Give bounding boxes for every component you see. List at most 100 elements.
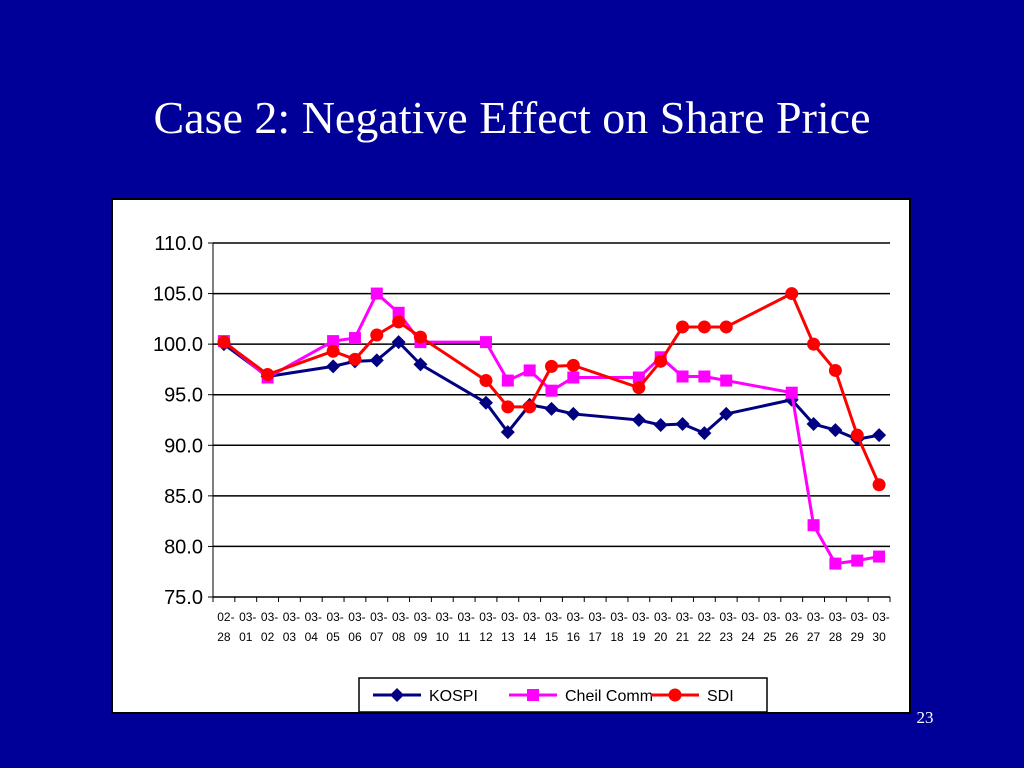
data-point [873,550,886,563]
data-point [785,287,799,301]
x-tick-label: 03-07 [370,610,387,644]
data-point [370,287,383,300]
slide-title: Case 2: Negative Effect on Share Price [153,92,871,143]
data-point [719,320,733,334]
legend: KOSPI Cheil Comm SDI [358,677,768,713]
x-tick-label: 03-11 [457,610,474,644]
series-line [223,340,880,441]
x-tick-label: 03-20 [654,610,671,644]
data-point [566,406,581,421]
data-point [348,352,362,366]
x-tick-label: 03-26 [785,610,802,644]
data-point [500,425,515,440]
data-point [544,401,559,416]
data-point [676,370,689,383]
page-number: 23 [916,708,934,727]
x-tick-label: 03-30 [872,610,889,644]
series-sdi [217,287,886,492]
data-point [828,363,842,377]
data-point [719,406,734,421]
data-point [785,386,798,399]
line-chart: 110.0 105.0 100.0 95.0 90.0 85.0 80.0 75.0 02-2… [111,198,911,714]
data-point [217,335,231,349]
data-point [261,367,275,381]
legend-label: SDI [707,688,734,705]
data-point [501,400,515,414]
x-tick-label: 03-06 [348,610,365,644]
x-tick-label: 03-13 [501,610,518,644]
series-line [222,292,880,566]
data-point [632,371,645,384]
legend-marker [527,689,539,701]
data-point [392,315,406,329]
data-point [806,417,821,432]
data-point [479,336,492,349]
data-point [391,335,406,350]
y-tick-label: 90.0 [164,435,203,457]
data-point [545,384,558,397]
data-point [413,357,428,372]
y-tick-label: 80.0 [164,536,203,558]
legend-marker [390,688,404,702]
legend-label: KOSPI [429,688,478,705]
x-tick-label: 03-16 [567,610,584,644]
data-point [370,328,384,342]
legend-label: Cheil Comm [565,688,653,705]
chart-svg: 110.0 105.0 100.0 95.0 90.0 85.0 80.0 75.0 02-2… [153,233,891,713]
data-point [872,478,886,492]
data-point [698,370,711,383]
data-point [369,353,384,368]
data-point [807,337,821,351]
data-point [653,418,668,433]
data-point [828,423,843,438]
x-tick-label: 03-22 [698,610,715,644]
x-tick-label: 03-17 [588,610,605,644]
data-point [501,374,514,387]
data-point [851,554,864,567]
x-tick-label: 03-27 [807,610,824,644]
x-tick-label: 03-14 [523,610,540,644]
x-tick-label: 03-21 [676,610,693,644]
x-tick-label: 03-08 [392,610,409,644]
y-tick-label: 95.0 [164,385,203,407]
x-tick-label: 03-28 [829,610,846,644]
x-tick-label: 03-12 [479,610,496,644]
x-tick-label: 03-05 [326,610,343,644]
x-tick-label: 03-04 [305,610,322,644]
data-point [413,330,427,344]
x-tick-label: 03-25 [763,610,780,644]
x-tick-label: 03-01 [239,610,256,644]
data-point [807,519,820,532]
data-point [675,417,690,432]
data-point [348,332,361,345]
data-point [479,374,493,388]
data-point [545,359,558,373]
y-tick-label: 85.0 [164,486,203,508]
data-point [326,359,341,374]
x-tick-label: 02-28 [217,610,234,644]
data-point [327,335,340,348]
y-tick-label: 75.0 [164,587,203,609]
x-tick-label: 03-15 [545,610,562,644]
data-point [676,320,690,334]
data-point [697,426,712,441]
x-tick-label: 03-19 [632,610,649,644]
data-point [523,400,537,414]
x-tick-label: 03-24 [741,610,758,644]
data-point [392,306,405,319]
data-point [697,320,711,334]
data-point [632,381,646,395]
x-tick-label: 03-03 [283,610,300,644]
x-tick-label: 03-09 [414,610,431,644]
data-point [654,354,668,368]
data-point [326,344,340,358]
legend-marker [668,688,682,702]
x-tick-label: 03-10 [436,610,453,644]
data-point [567,371,580,384]
x-tick-label: 03-02 [261,610,278,644]
y-tick-label: 110.0 [154,233,203,255]
series-cheil-comm [217,287,886,570]
y-axis: 110.0 105.0 100.0 95.0 90.0 85.0 80.0 75.0 [153,233,214,609]
data-point [631,413,646,427]
